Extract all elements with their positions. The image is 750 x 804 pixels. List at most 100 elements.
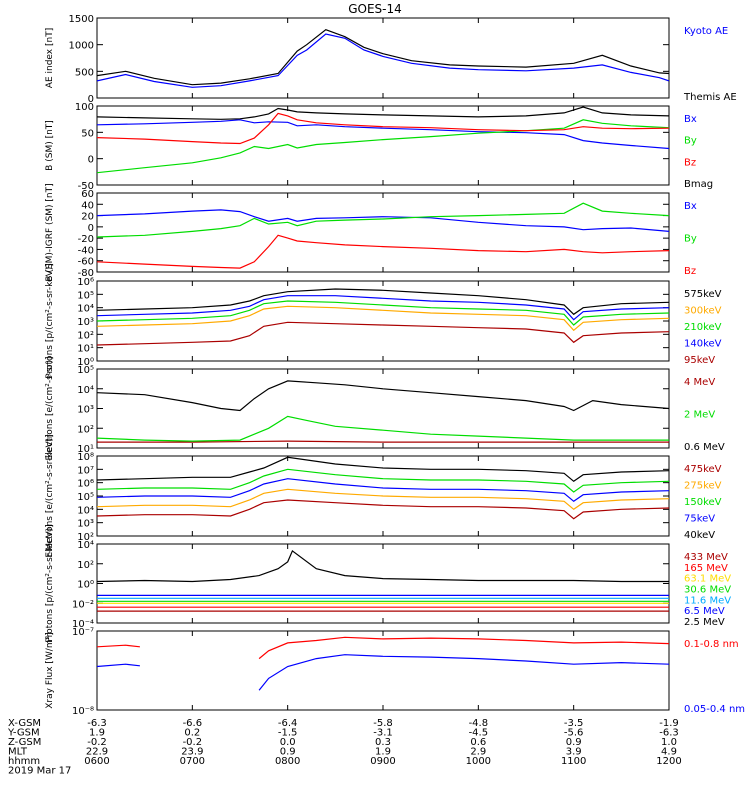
y-tick-label: 10³ [77, 317, 94, 328]
series-line [97, 234, 669, 269]
legend-entry: 433 MeV [684, 552, 728, 563]
legend-entry: 475keV [684, 464, 722, 475]
footer-value: 1.9 [375, 747, 391, 758]
series-group [97, 380, 669, 443]
footer-value: 1000 [466, 756, 491, 767]
panel-1: 0 500 1000 1500 AE index [nT] Kyoto AE Themis … [45, 14, 737, 105]
y-tick-label: 10³ [77, 519, 94, 530]
y-axis-label: Protons [p/(cm²-s-sr-keV)] [45, 263, 55, 379]
series-line [258, 636, 669, 660]
footer-row-label: MLT [8, 747, 28, 758]
footer-value: -5.6 [564, 728, 584, 739]
series-line [97, 33, 669, 88]
legend-entry: Themis AE [683, 92, 737, 103]
y-tick-label: 10² [77, 560, 94, 571]
series-group [97, 636, 669, 691]
footer-row-label: Y-GSM [7, 728, 40, 739]
footer-value: -0.2 [183, 737, 203, 748]
footer-value: -1.9 [659, 718, 679, 729]
panel-frame [96, 105, 670, 186]
y-tick-label: -60 [78, 257, 94, 268]
footer-value: -6.3 [659, 728, 679, 739]
legend-entry: 6.5 MeV [684, 606, 725, 617]
series-group [97, 29, 669, 88]
y-tick-label: -20 [78, 234, 94, 245]
footer-value: 3.9 [566, 747, 582, 758]
legend-entry: Bx [684, 201, 697, 212]
y-tick-label: 10⁴ [77, 304, 94, 315]
series-line [97, 468, 669, 493]
series-line [97, 478, 669, 503]
footer-value: -3.1 [373, 728, 393, 739]
legend-entry: 11.6 MeV [684, 595, 731, 606]
y-tick-label: 10⁰ [77, 580, 94, 591]
footer-value: 22.9 [86, 747, 108, 758]
y-tick-label: 10² [77, 424, 94, 435]
footer-value: -6.3 [87, 718, 107, 729]
footer-value: 2.9 [470, 747, 486, 758]
legend-entry: Bmag [684, 179, 713, 190]
series-group [97, 106, 669, 174]
series-line [97, 663, 140, 668]
y-tick-label: 10¹ [77, 444, 94, 455]
legend-entry: 30.6 MeV [684, 585, 731, 596]
y-tick-label: 0 [88, 155, 94, 166]
series-line [97, 119, 669, 174]
legend-entry: 40keV [684, 530, 715, 541]
series-group [97, 202, 669, 269]
legend-entry: Bz [684, 157, 696, 168]
legend-entry: 275keV [684, 481, 722, 492]
footer-value: -6.6 [183, 718, 203, 729]
footer-value: 0700 [180, 756, 205, 767]
series-line [97, 380, 669, 412]
series-line [97, 499, 669, 520]
legend-entry: Bx [684, 114, 697, 125]
y-axis-label: B (SM)-IGRF (SM) [nT] [45, 183, 55, 281]
y-tick-label: 10⁵ [77, 290, 94, 301]
footer-value: -1.5 [278, 728, 298, 739]
series-line [97, 415, 669, 442]
panel-frame [96, 280, 670, 362]
series-line [97, 305, 669, 332]
footer-value: 0.9 [566, 737, 582, 748]
series-line [97, 29, 669, 86]
y-tick-label: 10⁻⁷ [72, 627, 94, 638]
legend-entry: 0.6 MeV [684, 442, 725, 453]
y-tick-label: 10⁴ [77, 540, 94, 551]
footer-value: -4.5 [469, 728, 489, 739]
footer-value: -5.8 [373, 718, 393, 729]
legend-entry: 75keV [684, 514, 715, 525]
y-tick-label: 10⁷ [77, 465, 94, 476]
y-tick-label: 40 [81, 200, 94, 211]
y-tick-label: 10⁸ [77, 452, 94, 463]
legend-entry: 4 MeV [684, 377, 715, 388]
footer-value: 0.9 [280, 747, 296, 758]
footer-value: -4.8 [469, 718, 489, 729]
panel-8: 10⁻⁸ 10⁻⁷ Xray Flux [W/m²] 0.1-0.8 nm 0.05-0… [45, 627, 745, 717]
panel-4: 10⁰ 10¹ 10² 10³ 10⁴ 10⁵ 10⁶ Protons [p/(cm²-s-s… [45, 263, 722, 379]
y-axis-label: Protons [p/(cm²-s-sr-MeV)] [45, 524, 55, 642]
legend-entry: 140keV [684, 339, 722, 350]
legend-entry: 63.1 MeV [684, 574, 731, 585]
series-line [97, 202, 669, 238]
y-tick-label: -80 [78, 268, 94, 279]
y-tick-label: 1000 [69, 41, 94, 52]
footer-row-label: Z-GSM [8, 737, 41, 748]
footer-row-label: hhmm [8, 756, 40, 767]
legend-entry: By [684, 136, 697, 147]
y-tick-label: 100 [75, 102, 94, 113]
series-line [97, 300, 669, 326]
panel-6: 10² 10³ 10⁴ 10⁵ 10⁶ 10⁷ 10⁸ Electrons [e/(cm²-s… [45, 434, 722, 557]
series-line [97, 106, 669, 120]
series-line [97, 209, 669, 232]
footer-value: 0.6 [470, 737, 486, 748]
footer-value: 1100 [561, 756, 586, 767]
legend-entry: 150keV [684, 497, 722, 508]
series-line [258, 654, 669, 691]
footer-date: 2019 Mar 17 [8, 766, 71, 777]
footer-value: 1200 [656, 756, 681, 767]
series-group [97, 288, 669, 346]
footer-value: -6.4 [278, 718, 298, 729]
series-line [97, 321, 669, 346]
